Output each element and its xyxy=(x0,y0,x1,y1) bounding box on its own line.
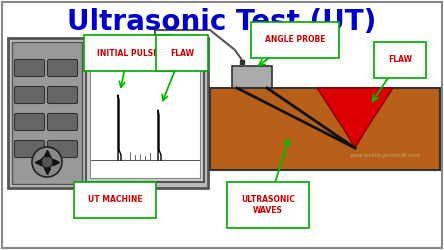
Text: INITIAL PULSE: INITIAL PULSE xyxy=(97,48,159,58)
Text: FLAW: FLAW xyxy=(388,56,412,64)
Text: ULTRASONIC
WAVES: ULTRASONIC WAVES xyxy=(241,195,295,215)
FancyBboxPatch shape xyxy=(15,60,44,76)
FancyBboxPatch shape xyxy=(48,140,78,158)
FancyBboxPatch shape xyxy=(15,140,44,158)
Bar xyxy=(12,42,82,184)
Bar xyxy=(90,48,200,178)
Text: UT MACHINE: UT MACHINE xyxy=(87,196,143,204)
Bar xyxy=(210,88,440,170)
FancyBboxPatch shape xyxy=(15,86,44,104)
Text: ANGLE PROBE: ANGLE PROBE xyxy=(265,36,325,44)
Circle shape xyxy=(41,156,53,168)
Bar xyxy=(86,44,204,182)
FancyBboxPatch shape xyxy=(48,60,78,76)
Text: FLAW: FLAW xyxy=(170,48,194,58)
FancyBboxPatch shape xyxy=(48,86,78,104)
FancyBboxPatch shape xyxy=(48,114,78,130)
Text: Ultrasonic Test (UT): Ultrasonic Test (UT) xyxy=(67,8,377,36)
Polygon shape xyxy=(317,88,393,148)
Text: www.weldingandindt.com: www.weldingandindt.com xyxy=(349,152,420,158)
Bar xyxy=(232,66,272,88)
Circle shape xyxy=(32,147,62,177)
FancyBboxPatch shape xyxy=(15,114,44,130)
Bar xyxy=(8,38,208,188)
